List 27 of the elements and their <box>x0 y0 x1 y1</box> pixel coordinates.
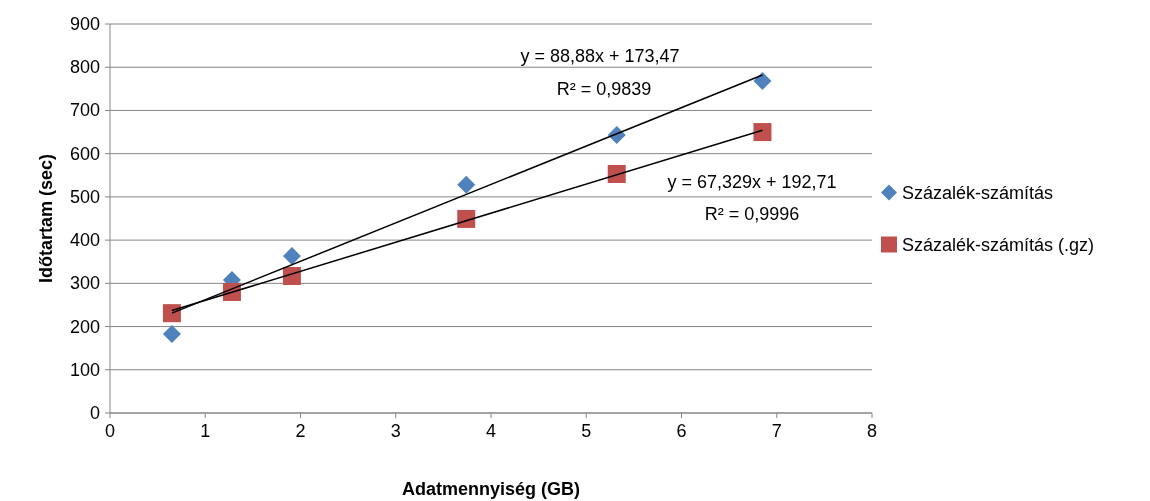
x-tick-label: 2 <box>295 421 306 441</box>
x-tick-label: 7 <box>771 421 782 441</box>
y-tick-label: 700 <box>69 100 100 121</box>
x-tick-label: 1 <box>200 421 211 441</box>
legend-label: Százalék-számítás (.gz) <box>902 234 1095 255</box>
annotation: R² = 0,9839 <box>556 79 652 99</box>
annotation: y = 88,88x + 173,47 <box>520 46 680 66</box>
y-tick-label: 0 <box>89 403 100 423</box>
annotation: R² = 0,9996 <box>704 204 800 224</box>
x-tick-label: 0 <box>104 421 116 441</box>
x-tick-label: 3 <box>390 421 401 441</box>
x-tick-label: 6 <box>676 421 687 441</box>
y-tick-label: 100 <box>69 359 100 380</box>
x-tick-label: 5 <box>581 421 592 441</box>
y-tick-label: 800 <box>69 57 100 78</box>
y-tick-label: 500 <box>69 186 100 207</box>
x-tick-label: 8 <box>866 421 878 441</box>
y-tick-label: 400 <box>69 230 100 251</box>
y-tick-label: 900 <box>69 14 100 34</box>
x-axis-title: Adatmennyiség (GB) <box>401 479 581 499</box>
annotation: y = 67,329x + 192,71 <box>667 172 837 192</box>
y-tick-label: 600 <box>69 143 100 164</box>
y-axis-title: Időtartam (sec) <box>36 153 56 284</box>
y-tick-label: 300 <box>69 273 100 294</box>
y-tick-label: 200 <box>69 316 100 337</box>
legend-label: Százalék-számítás <box>902 182 1054 203</box>
x-tick-label: 4 <box>485 421 497 441</box>
